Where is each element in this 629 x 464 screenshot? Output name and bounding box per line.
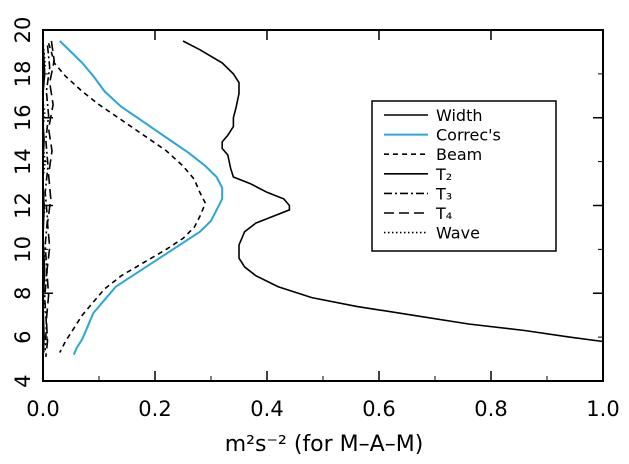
y-tick-label-8: 18 — [11, 61, 35, 88]
x-tick-label-3: 0.6 — [362, 397, 395, 421]
series-line-1 — [59, 40, 224, 356]
y-tick-label-7: 14 — [11, 148, 35, 175]
x-tick-label-5: 1.0 — [586, 397, 619, 421]
legend-label-1: Correc's — [436, 126, 501, 145]
y-tick-labels: 4 8 12 16 20 6 10 14 18 — [11, 17, 35, 388]
y-tick-label-6: 10 — [11, 236, 35, 263]
series-line-5 — [45, 40, 56, 357]
y-tick-label-1: 8 — [11, 287, 35, 300]
legend-label-2: Beam — [436, 145, 482, 164]
y-tick-label-4: 20 — [11, 17, 35, 44]
y-tick-label-2: 12 — [11, 192, 35, 219]
x-tick-label-1: 0.2 — [138, 397, 171, 421]
legend-label-4: T₃ — [435, 184, 452, 203]
axis-ticks — [42, 29, 604, 382]
x-tick-labels: 0.0 0.2 0.4 0.6 0.8 1.0 — [26, 397, 619, 421]
series-line-2 — [47, 42, 207, 353]
x-axis-title: m²s⁻² (for M–A–M) — [225, 432, 424, 457]
series-line-4 — [43, 45, 51, 351]
y-tick-label-3: 16 — [11, 104, 35, 131]
x-tick-label-0: 0.0 — [26, 397, 59, 421]
x-tick-label-4: 0.8 — [474, 397, 507, 421]
legend-label-5: T₄ — [435, 204, 452, 223]
legend-label-0: Width — [436, 106, 482, 125]
legend-label-3: T₂ — [435, 165, 452, 184]
y-tick-label-0: 4 — [11, 374, 35, 387]
legend-label-6: Wave — [436, 224, 480, 243]
x-tick-label-2: 0.4 — [250, 397, 283, 421]
y-tick-label-5: 6 — [11, 330, 35, 343]
legend-box — [371, 100, 557, 252]
series-line-0 — [182, 40, 603, 343]
